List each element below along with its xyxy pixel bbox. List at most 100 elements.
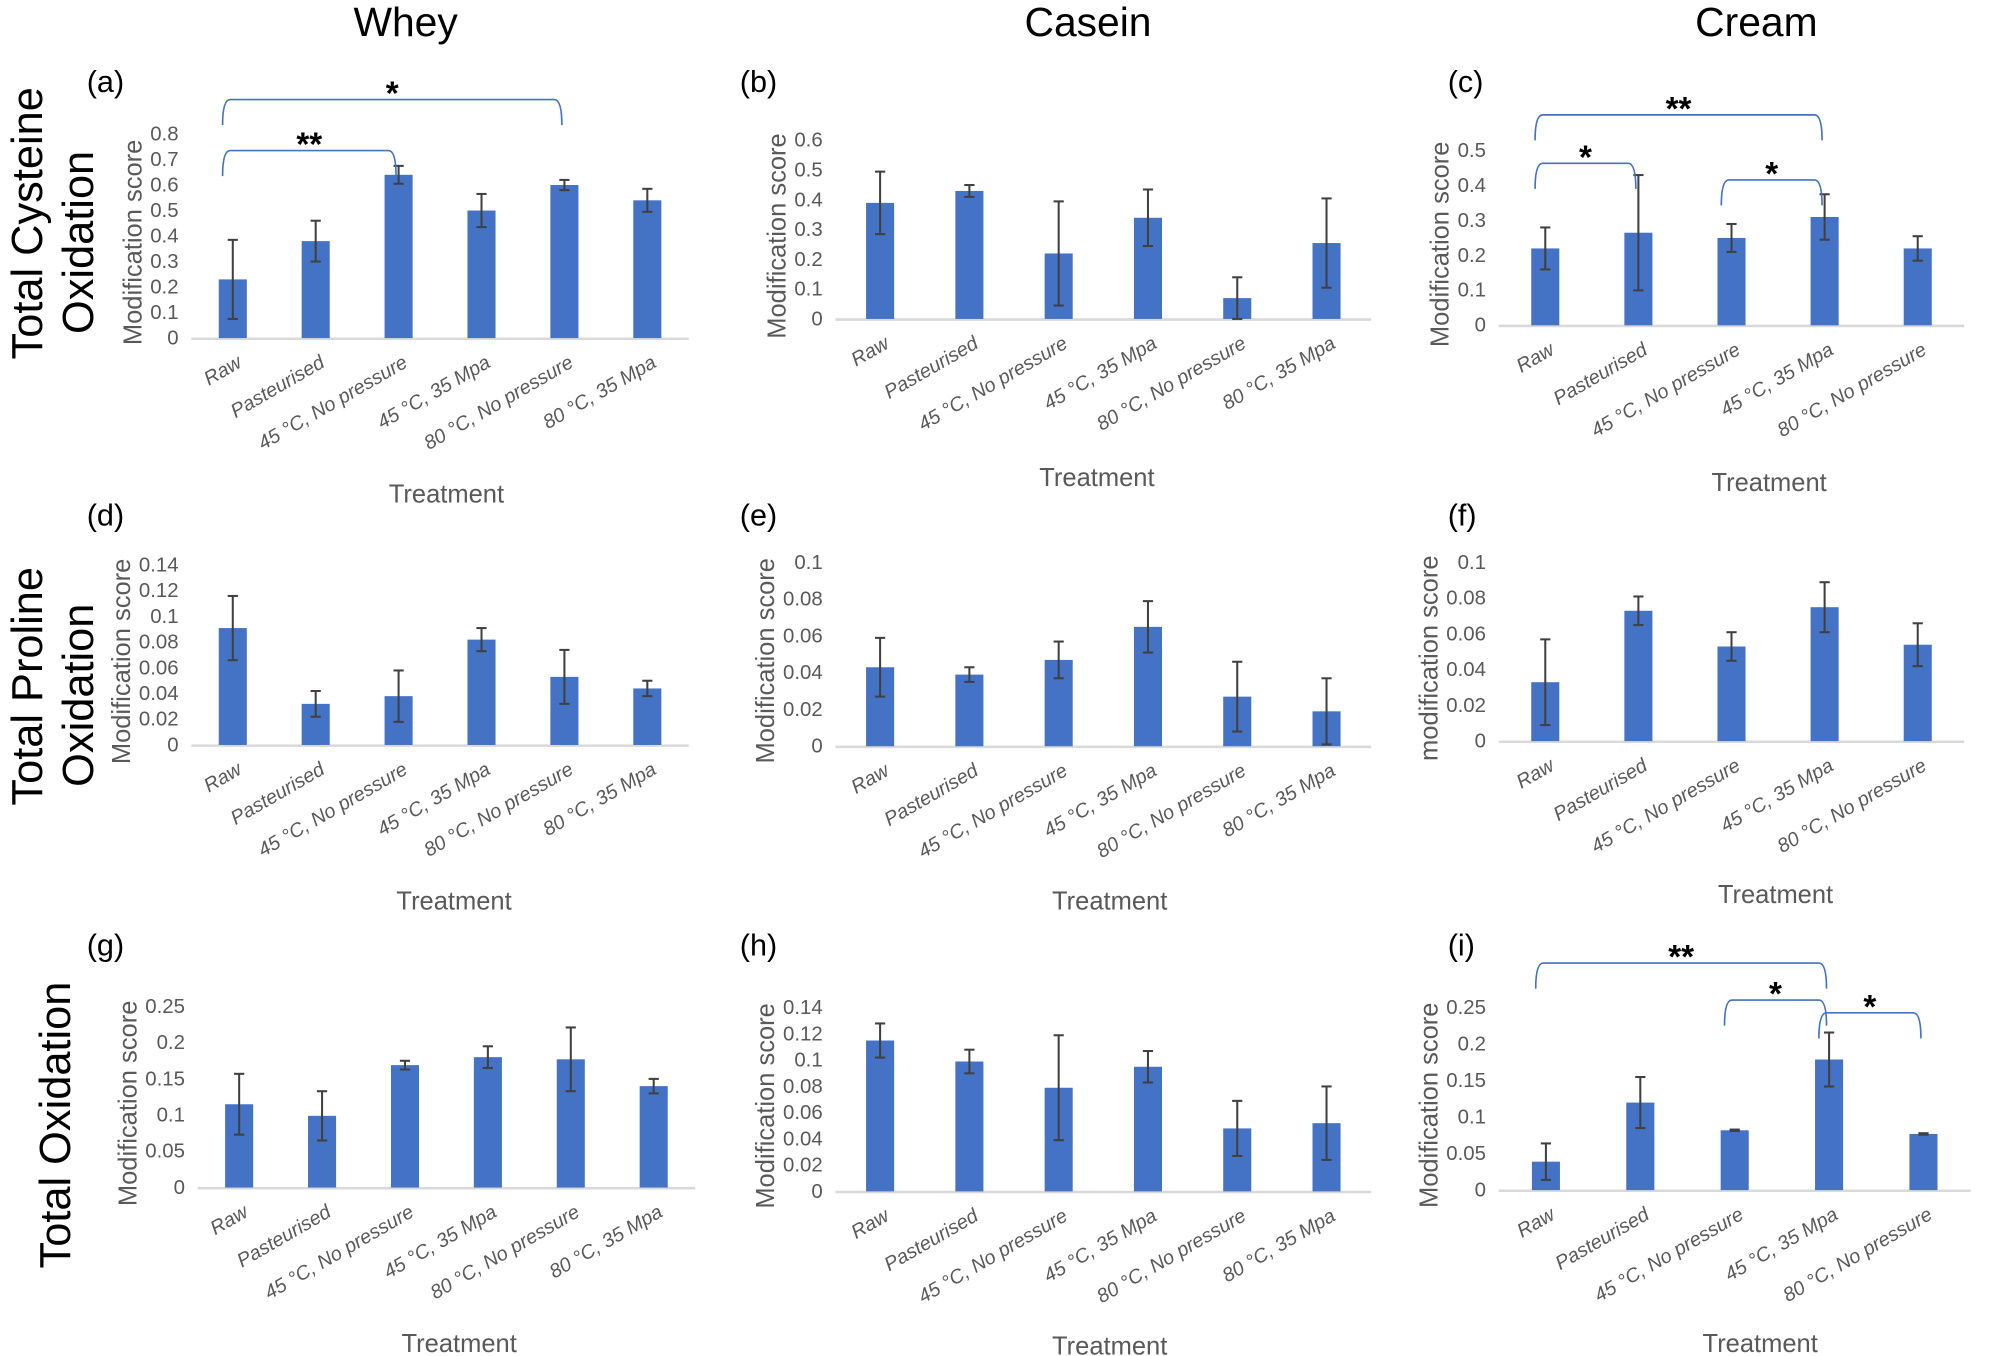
significance-marker: * (1863, 989, 1876, 1026)
error-bar (1540, 226, 1551, 271)
error-bar (642, 679, 653, 698)
panel-e: (e)00.020.040.060.080.1RawPasteurised45 … (740, 499, 1372, 916)
y-tick-label: 0.5 (1458, 140, 1486, 162)
y-tick-label: 0.02 (783, 699, 823, 721)
y-tick-label: 0.6 (794, 130, 822, 152)
significance-bracket (1818, 1011, 1922, 1039)
y-tick-label: 0 (811, 736, 822, 758)
row-title-total: Total Oxidation (32, 982, 80, 1269)
y-tick-label: 0 (811, 308, 822, 330)
error-bar (1726, 631, 1737, 662)
y-tick-label: 0.14 (139, 554, 179, 576)
y-tick-label: 0.06 (139, 657, 179, 679)
error-bar (476, 627, 487, 653)
bar (639, 1086, 668, 1188)
y-tick-label: 0.15 (1446, 1070, 1486, 1092)
y-tick-label: 0.12 (139, 580, 179, 602)
column-title-casein: Casein (1025, 0, 1152, 45)
error-bar (1142, 1049, 1154, 1084)
error-bar (875, 170, 886, 236)
error-bar (1053, 640, 1064, 680)
panel-label: (h) (740, 928, 777, 962)
error-bar (1232, 276, 1243, 320)
category-label: 80 °C, No pressure (1093, 760, 1250, 863)
y-tick-label: 0.06 (1446, 623, 1486, 645)
y-tick-label: 0.4 (1458, 175, 1486, 197)
y-tick-label: 0.7 (150, 149, 178, 171)
panel-h: (h)00.020.040.060.080.10.120.14RawPasteu… (740, 928, 1372, 1356)
error-bar (648, 1077, 659, 1095)
category-label: Raw (1513, 754, 1560, 794)
y-axis-label: Modification score (119, 140, 147, 346)
y-tick-label: 0.1 (1458, 552, 1486, 574)
error-bar (1729, 1128, 1740, 1133)
y-axis-label: modification score (1415, 555, 1443, 761)
y-tick-label: 0 (167, 734, 178, 756)
category-label: Raw (848, 331, 895, 371)
error-bar (1232, 660, 1243, 733)
error-bar (1321, 677, 1332, 746)
error-bar (1540, 1142, 1552, 1181)
x-axis-label: Treatment (1052, 888, 1167, 916)
panel-f: (f)00.020.040.060.080.1RawPasteurised45 … (1415, 499, 1965, 909)
y-tick-label: 0.02 (783, 1155, 823, 1177)
category-label: Raw (207, 1200, 254, 1240)
column-title-whey: Whey (353, 0, 458, 45)
bar (1624, 610, 1653, 742)
x-axis-label: Treatment (389, 481, 504, 509)
y-tick-label: 0.2 (1458, 1034, 1486, 1056)
row-title-proline-line2: Oxidation (55, 604, 103, 787)
bar (955, 190, 984, 319)
y-tick-label: 0.04 (139, 683, 179, 705)
bar (473, 1057, 502, 1188)
panel-label: (c) (1448, 65, 1484, 99)
error-bar (310, 219, 321, 263)
x-axis-label: Treatment (396, 888, 511, 916)
y-tick-label: 0.08 (139, 632, 179, 654)
error-bar (227, 238, 238, 320)
y-tick-label: 0 (167, 327, 178, 349)
error-bar (1633, 595, 1644, 627)
error-bar (1635, 1076, 1646, 1130)
x-axis-label: Treatment (402, 1330, 517, 1356)
y-tick-label: 0.3 (150, 251, 178, 273)
error-bar (559, 178, 570, 192)
bar (550, 185, 579, 339)
y-tick-label: 0.2 (150, 276, 178, 298)
y-tick-label: 0.2 (1458, 245, 1486, 267)
y-axis-label: Modification score (1427, 142, 1455, 348)
y-tick-label: 0.1 (150, 302, 178, 324)
error-bar (482, 1045, 493, 1070)
error-bar (1321, 1085, 1332, 1161)
error-bar (1321, 197, 1332, 289)
error-bar (1819, 581, 1830, 634)
significance-bracket (1534, 114, 1823, 141)
y-tick-label: 0.1 (1458, 280, 1486, 302)
panel-a: (a)00.10.20.30.40.50.60.70.8RawPasteuris… (87, 65, 689, 509)
category-label: 45 °C, No pressure (255, 351, 412, 454)
error-bar (234, 1072, 245, 1136)
error-bar (964, 666, 975, 683)
y-tick-label: 0 (811, 1181, 822, 1203)
y-tick-label: 0.4 (150, 225, 178, 247)
error-bar (310, 689, 321, 718)
significance-marker: * (386, 76, 399, 113)
category-label: 80 °C, No pressure (420, 351, 577, 454)
y-tick-label: 0.3 (1458, 210, 1486, 232)
error-bar (1142, 188, 1154, 248)
y-axis-label: Modification score (752, 558, 780, 764)
panel-label: (e) (740, 499, 777, 533)
y-tick-label: 0.08 (783, 1076, 823, 1098)
category-label: 45 °C, No pressure (255, 758, 412, 861)
x-axis-label: Treatment (1039, 464, 1154, 492)
y-tick-label: 0.1 (794, 552, 822, 574)
panel-label: (b) (740, 65, 777, 99)
y-tick-label: 0.08 (783, 589, 823, 611)
category-label: Raw (1513, 1203, 1560, 1243)
category-label: 45 °C, No pressure (915, 1205, 1072, 1308)
y-axis-label: Modification score (1415, 1003, 1443, 1209)
